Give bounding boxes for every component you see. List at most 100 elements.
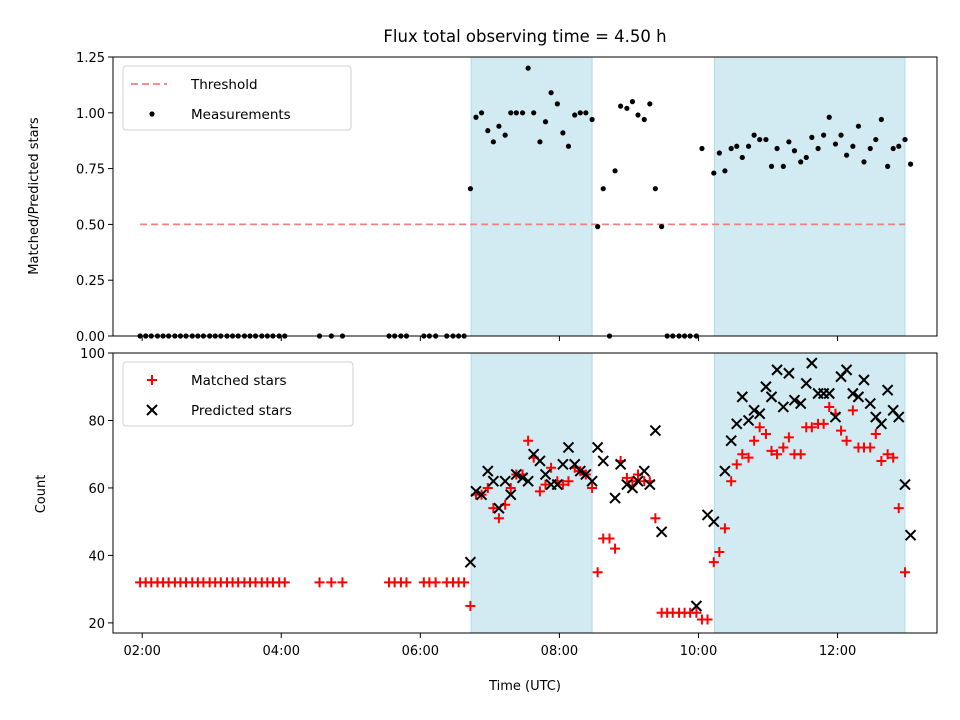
predicted-star-point xyxy=(742,414,755,427)
matched-star-point xyxy=(806,422,817,433)
matched-star-point xyxy=(465,601,476,612)
measurement-point xyxy=(745,143,752,149)
predicted-star-point xyxy=(748,404,760,417)
shaded-interval xyxy=(470,352,593,634)
measurement-point xyxy=(907,161,914,167)
predicted-star-point xyxy=(765,391,778,403)
predicted-star-point xyxy=(731,418,743,430)
measurement-point xyxy=(577,110,583,116)
measurement-point xyxy=(600,186,606,192)
measurement-point xyxy=(589,116,595,123)
predicted-star-point xyxy=(655,526,668,538)
matched-star-point xyxy=(760,428,771,439)
matched-star-point xyxy=(488,503,499,514)
measurement-point xyxy=(711,170,717,176)
predicted-star-point xyxy=(482,465,494,477)
measurement-point xyxy=(537,139,543,145)
predicted-star-point xyxy=(771,364,783,376)
predicted-star-point xyxy=(806,357,818,369)
predicted-star-point xyxy=(562,441,575,454)
measurement-point xyxy=(821,132,827,138)
predicted-star-point xyxy=(505,488,517,501)
measurement-point xyxy=(734,143,740,149)
predicted-star-point xyxy=(586,475,598,487)
matched-star-point xyxy=(708,557,719,568)
measurement-point xyxy=(513,110,519,116)
measurement-point xyxy=(635,112,641,118)
y-tick-label: 1.25 xyxy=(76,51,105,66)
measurement-point xyxy=(861,159,867,165)
y-tick-label: 20 xyxy=(88,617,105,632)
measurement-point xyxy=(815,145,821,152)
legend-predicted-swatch xyxy=(146,404,158,416)
predicted-star-point xyxy=(510,468,523,481)
predicted-star-point xyxy=(609,492,621,504)
measurement-point xyxy=(560,130,566,136)
predicted-star-point xyxy=(475,488,488,501)
measurement-point xyxy=(722,168,728,174)
measurement-point xyxy=(502,132,508,138)
measurement-point xyxy=(641,116,647,123)
measurement-point xyxy=(902,136,908,143)
measurement-point xyxy=(548,90,554,96)
measurement-point xyxy=(867,145,873,152)
legend-series-label: Predicted stars xyxy=(191,403,292,419)
matched-star-point xyxy=(719,523,730,534)
matched-star-point xyxy=(534,486,545,497)
legend-box xyxy=(122,65,352,131)
measurement-point xyxy=(728,145,734,152)
predicted-star-point xyxy=(899,478,911,491)
predicted-star-point xyxy=(777,401,790,413)
legend-measurement-swatch xyxy=(149,111,155,117)
legend-matched-swatch xyxy=(147,375,157,385)
predicted-star-point xyxy=(470,485,482,498)
predicted-star-point xyxy=(852,391,865,403)
predicted-star-point xyxy=(551,478,564,491)
matched-star-point xyxy=(865,442,876,453)
predicted-star-point xyxy=(823,387,835,400)
panel-ratio: 0.00 0.25 0.50 0.75 1.00 1.25 Threshold Measure… xyxy=(76,51,938,345)
matched-star-point xyxy=(870,428,881,439)
legend: Threshold Measurements xyxy=(122,65,352,131)
measurement-point xyxy=(890,145,896,152)
matched-star-point xyxy=(795,449,806,460)
matched-star-point xyxy=(314,577,325,588)
measurement-point xyxy=(519,110,526,116)
predicted-star-point xyxy=(753,408,766,420)
predicted-star-point xyxy=(644,478,656,491)
y-tick-label: 40 xyxy=(88,549,105,564)
matched-star-point xyxy=(337,577,348,588)
predicted-star-point xyxy=(725,435,737,447)
predicted-star-point xyxy=(800,377,812,390)
predicted-star-point xyxy=(632,475,644,487)
matched-star-point xyxy=(587,482,598,493)
measurement-point xyxy=(554,101,560,107)
measurement-point xyxy=(485,128,491,134)
predicted-star-point xyxy=(864,397,876,410)
matched-star-point xyxy=(279,577,290,588)
shaded-interval xyxy=(470,56,593,337)
matched-star-point xyxy=(847,405,858,416)
matched-star-point xyxy=(691,607,702,618)
x-tick-label: 08:00 xyxy=(541,644,578,659)
measurement-point xyxy=(826,114,832,120)
predicted-star-point xyxy=(499,475,511,487)
matched-star-point xyxy=(540,479,551,490)
x-tick-label: 02:00 xyxy=(123,644,160,659)
matched-star-point xyxy=(523,435,534,446)
x-axis-label: Time (UTC) xyxy=(488,679,561,694)
matched-star-point xyxy=(766,445,777,456)
predicted-star-point xyxy=(574,465,586,477)
predicted-star-point xyxy=(493,502,505,514)
matched-star-point xyxy=(604,533,615,544)
measurement-point xyxy=(716,150,722,156)
y-tick-label: 0.75 xyxy=(76,163,105,178)
matched-star-point xyxy=(714,547,725,558)
matched-star-point xyxy=(326,577,337,588)
y-tick-label: 100 xyxy=(80,347,105,362)
matched-star-point xyxy=(505,482,516,493)
measurement-point xyxy=(757,136,763,143)
predicted-star-point xyxy=(760,381,772,393)
measurement-point xyxy=(659,224,665,230)
